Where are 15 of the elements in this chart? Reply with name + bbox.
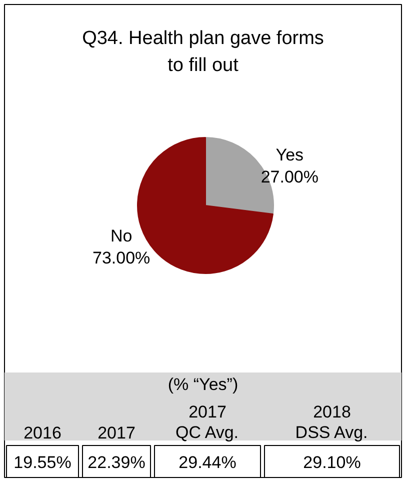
text: 19.55% (14, 453, 72, 472)
slice-label: Yes (276, 146, 304, 165)
text: 2017 (98, 424, 136, 442)
text: 29.10% (303, 453, 361, 472)
text: (% “Yes”) (168, 375, 238, 394)
data-label: 73.00% (92, 248, 150, 268)
text: 2017 (188, 402, 226, 422)
text: 29.44% (178, 453, 236, 472)
text: 22.39% (88, 453, 146, 472)
data-label: 27.00% (260, 168, 319, 187)
slice-label: No (110, 226, 132, 246)
chart-title: Q34. Health plan gave forms to fill out (82, 28, 324, 76)
text: QC Avg. (176, 423, 239, 442)
text: 2018 DSS Avg. (295, 402, 368, 442)
text: 2016 (24, 424, 62, 442)
